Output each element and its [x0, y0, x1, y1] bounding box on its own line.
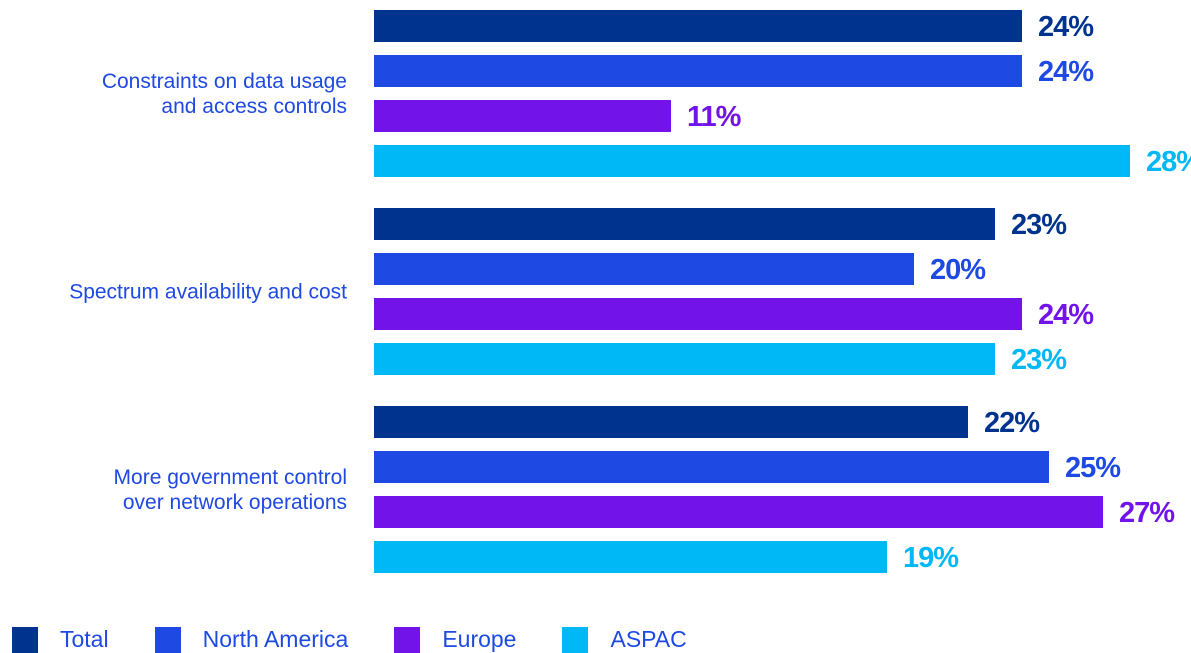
legend-item-europe: Europe: [394, 626, 516, 653]
legend-item-north-america: North America: [154, 626, 349, 653]
value-label-europe-1: 24%: [1038, 299, 1094, 331]
legend-label-north-america: North America: [202, 626, 349, 652]
legend-label-europe: Europe: [442, 626, 517, 652]
value-label-europe-0: 11%: [687, 101, 742, 133]
bar-aspac-0: [374, 145, 1130, 177]
bar-europe-0: [374, 100, 671, 132]
category-label-0-line-0: Constraints on data usage: [102, 70, 347, 93]
category-label-0-line-1: and access controls: [161, 95, 347, 118]
legend-swatch-total: [12, 626, 38, 653]
legend-item-aspac: ASPAC: [562, 626, 687, 653]
bar-aspac-2: [374, 541, 887, 573]
bar-total-0: [374, 10, 1022, 42]
value-label-total-0: 24%: [1038, 11, 1094, 43]
bar-total-1: [374, 208, 995, 240]
bar-aspac-1: [374, 343, 995, 375]
value-label-aspac-2: 19%: [903, 542, 959, 574]
value-label-north-america-0: 24%: [1038, 56, 1094, 88]
bar-europe-2: [374, 496, 1103, 528]
value-label-north-america-1: 20%: [930, 254, 986, 286]
value-label-aspac-0: 28%: [1146, 146, 1191, 178]
value-label-aspac-1: 23%: [1011, 344, 1067, 376]
value-label-total-2: 22%: [984, 407, 1040, 439]
bar-europe-1: [374, 298, 1022, 330]
legend-item-total: Total: [12, 626, 109, 653]
legend: Total North America Europe ASPAC: [12, 626, 733, 653]
legend-swatch-aspac: [562, 626, 589, 653]
bar-total-2: [374, 406, 968, 438]
value-label-north-america-2: 25%: [1065, 452, 1121, 484]
category-label-2-line-1: over network operations: [123, 491, 347, 514]
category-label-1-line-0: Spectrum availability and cost: [69, 281, 347, 304]
legend-swatch-europe: [394, 626, 421, 653]
value-label-europe-2: 27%: [1119, 497, 1175, 529]
category-label-2-line-0: More government control: [114, 466, 347, 489]
bar-north-america-0: [374, 55, 1022, 87]
legend-swatch-north-america: [154, 626, 181, 653]
bar-north-america-1: [374, 253, 914, 285]
legend-label-total: Total: [60, 626, 109, 652]
bar-north-america-2: [374, 451, 1049, 483]
legend-label-aspac: ASPAC: [610, 626, 687, 652]
value-label-total-1: 23%: [1011, 209, 1067, 241]
